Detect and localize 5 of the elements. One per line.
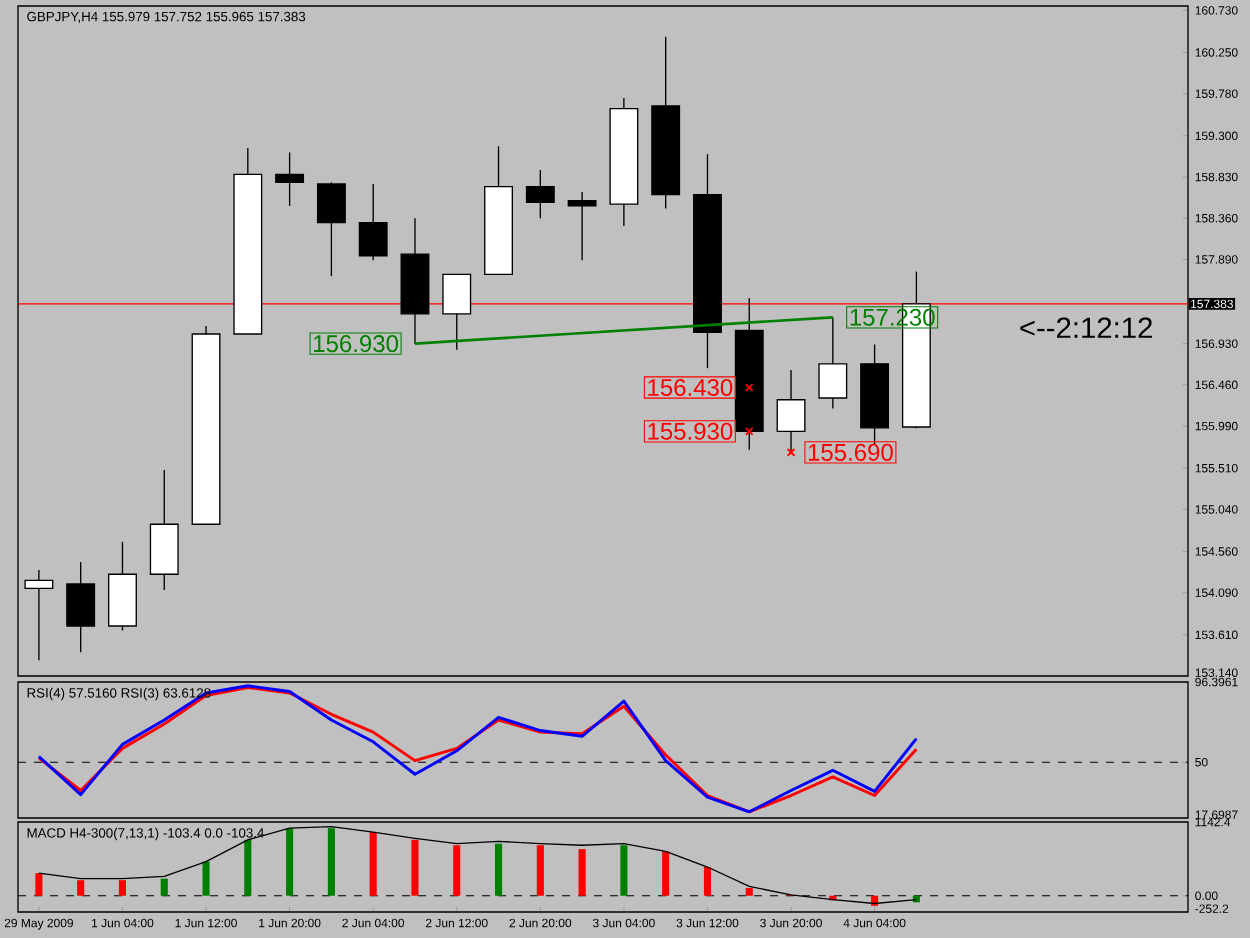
annotation: <--2:12:12 <box>1020 317 1152 338</box>
data-label: 156.430 <box>648 378 733 396</box>
data-label: 155.690 <box>808 443 893 461</box>
data-label: 155.930 <box>648 422 733 440</box>
data-label: 156.930 <box>314 335 399 353</box>
